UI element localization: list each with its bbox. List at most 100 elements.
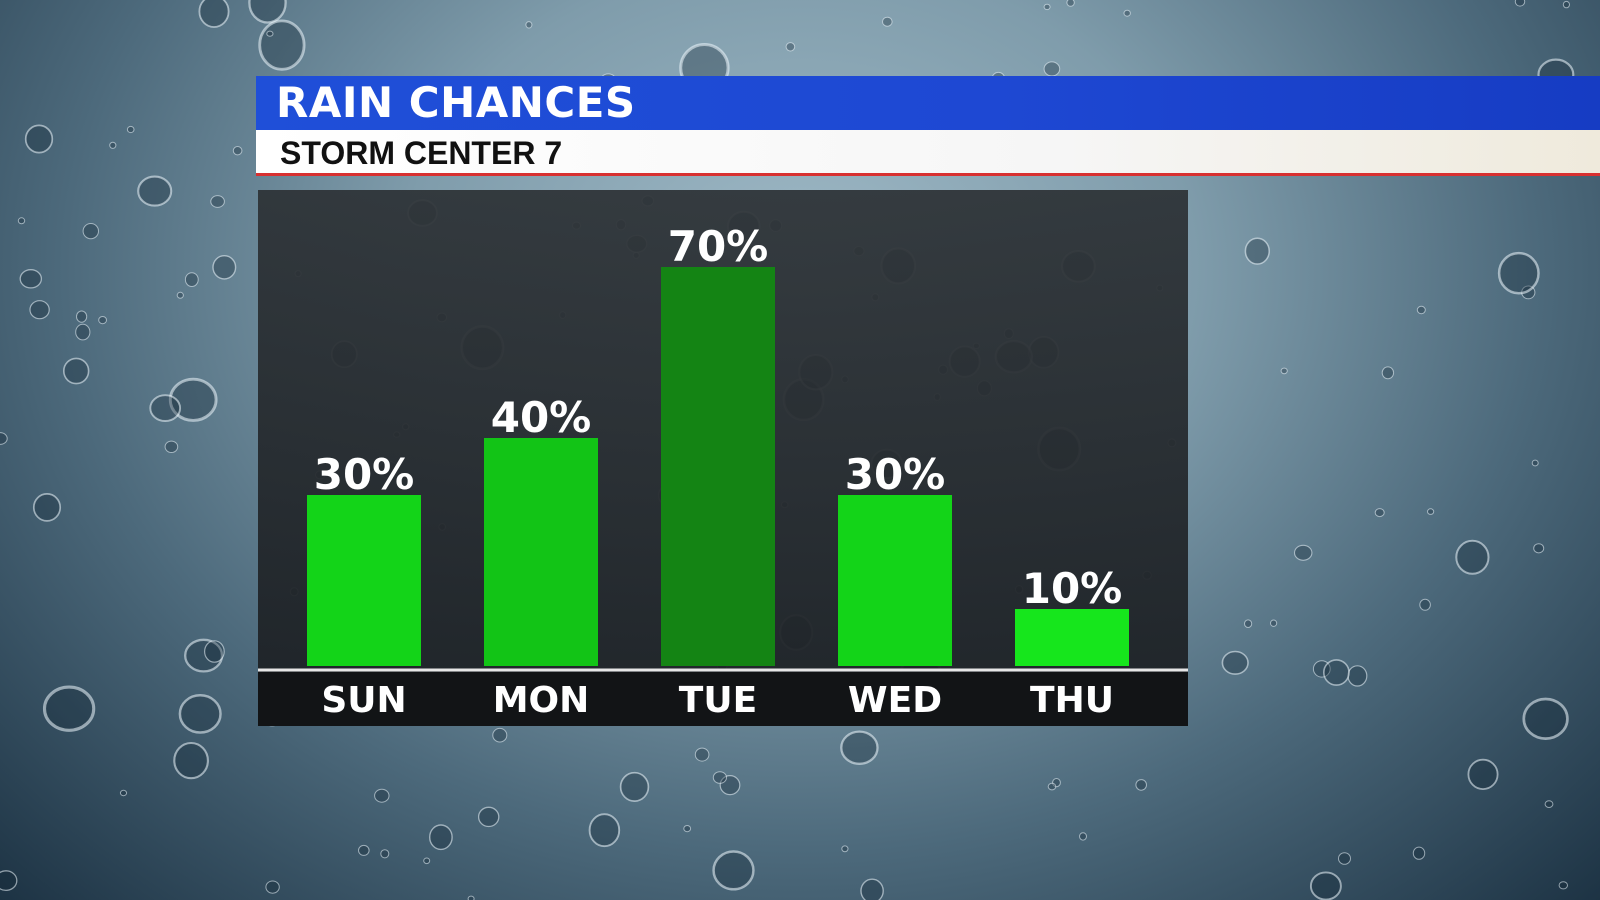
rain-drop	[712, 771, 728, 784]
rain-drop	[176, 291, 184, 299]
rain-drop	[374, 788, 390, 803]
rain-drop	[1558, 881, 1569, 890]
rain-drop	[1338, 852, 1351, 865]
rain-drop	[75, 323, 91, 341]
rain-drop	[149, 394, 182, 422]
rain-drop	[137, 175, 173, 207]
rain-drop	[1079, 832, 1087, 841]
rain-drop	[1323, 659, 1350, 686]
rain-drop	[1522, 697, 1569, 740]
rain-drop	[860, 878, 884, 900]
rain-drop	[1135, 779, 1147, 791]
category-label-wed: WED	[848, 680, 942, 721]
rain-drop	[76, 310, 88, 323]
header-bar: RAIN CHANCES	[256, 76, 1600, 130]
rain-drop	[1416, 305, 1426, 315]
rain-drop	[358, 844, 370, 856]
value-label-thu: 10%	[1022, 564, 1123, 613]
subtitle-bar: STORM CENTER 7	[256, 130, 1600, 176]
rain-drop	[32, 493, 62, 522]
rain-drop	[882, 16, 893, 27]
value-label-wed: 30%	[845, 450, 946, 499]
rain-drop	[0, 432, 8, 445]
rain-drop	[683, 825, 692, 833]
rain-drop	[1293, 544, 1313, 561]
rain-drop	[1514, 0, 1526, 7]
bar-sun	[307, 495, 421, 666]
rain-drop	[265, 880, 280, 894]
rain-drop	[1270, 619, 1278, 627]
rain-drop	[492, 727, 508, 743]
rain-drop	[1427, 508, 1435, 515]
bar-tue	[661, 267, 775, 666]
rain-drop	[1455, 539, 1490, 575]
rain-drop	[1123, 9, 1131, 17]
rain-drop	[1309, 871, 1342, 900]
rain-drop	[184, 272, 199, 288]
rain-drop	[1374, 508, 1385, 518]
rain-drop	[173, 741, 209, 780]
rain-drop	[198, 0, 230, 28]
rain-drop	[248, 0, 287, 24]
rain-drop	[119, 789, 128, 797]
bar-mon	[484, 438, 598, 666]
page-title: RAIN CHANCES	[276, 78, 636, 127]
rain-drop	[1244, 237, 1270, 265]
rain-drop	[62, 357, 90, 385]
category-label-thu: THU	[1030, 680, 1114, 721]
rain-drop	[1381, 366, 1395, 380]
rain-drop	[266, 30, 274, 37]
rain-drop	[126, 125, 135, 134]
rain-drop	[203, 640, 225, 663]
rain-drop	[1047, 782, 1057, 791]
value-label-sun: 30%	[314, 450, 415, 499]
rain-drop	[1544, 800, 1554, 808]
rain-drop	[467, 895, 475, 900]
rain-drop	[1043, 3, 1051, 11]
rain-drop	[525, 21, 533, 29]
rain-drop	[1280, 367, 1288, 375]
value-label-mon: 40%	[491, 393, 592, 442]
page-subtitle: STORM CENTER 7	[280, 135, 563, 171]
rain-drop	[712, 850, 755, 891]
rain-drop	[380, 849, 390, 859]
rain-drop	[1467, 758, 1499, 791]
rain-drop	[17, 217, 26, 225]
rain-drop	[29, 300, 50, 320]
rain-drop	[1347, 665, 1368, 687]
rain-drop	[1497, 251, 1540, 295]
rain-drop	[1531, 459, 1539, 467]
rain-drop	[42, 685, 96, 732]
rain-drop	[1412, 846, 1426, 860]
rain-chance-bar-chart: 30% SUN 40% MON 70% TUE 30% WED 10% THU	[258, 222, 1188, 726]
value-label-tue: 70%	[668, 222, 769, 271]
rain-drop	[1562, 0, 1571, 9]
rain-drop	[258, 19, 306, 71]
rain-drop	[232, 146, 243, 156]
rain-drop	[840, 730, 879, 765]
rain-drop	[98, 316, 107, 325]
rain-drop	[588, 813, 621, 848]
rain-drop	[210, 195, 225, 208]
rain-drop	[19, 269, 43, 289]
rain-drop	[694, 747, 710, 762]
rain-drop	[423, 857, 431, 865]
rain-drop	[82, 223, 100, 240]
rain-drop	[184, 638, 224, 673]
rain-drop	[1244, 619, 1253, 629]
rain-drop	[841, 845, 849, 853]
rain-drop	[1533, 543, 1545, 554]
category-label-mon: MON	[493, 680, 590, 721]
rain-drop	[0, 870, 18, 892]
category-label-strip	[258, 672, 1188, 726]
rain-drop	[212, 254, 237, 280]
rain-drop	[178, 694, 222, 734]
rain-drop	[619, 771, 650, 802]
rain-drop	[24, 124, 54, 154]
rain-drop	[1221, 650, 1249, 675]
rain-drop	[428, 824, 453, 851]
category-label-sun: SUN	[321, 680, 406, 721]
category-label-tue: TUE	[679, 680, 757, 721]
rain-drop	[477, 806, 500, 828]
rain-drop	[109, 141, 117, 149]
